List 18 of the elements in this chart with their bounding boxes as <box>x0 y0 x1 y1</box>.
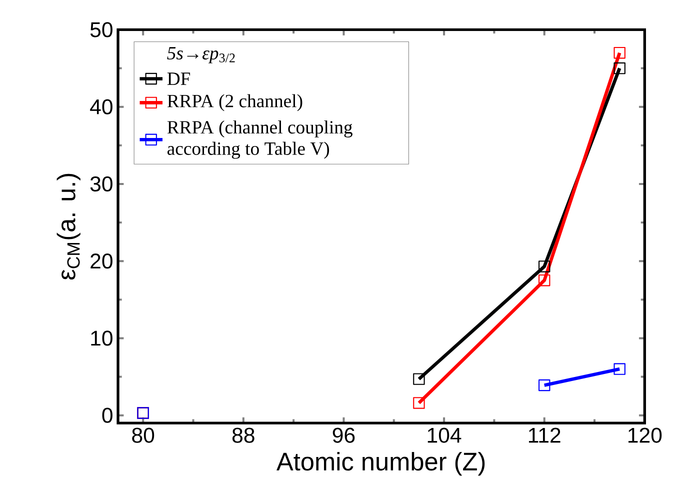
x-tick-label: 104 <box>428 428 462 443</box>
legend-label: DF <box>167 72 190 85</box>
y-axis-title: ε$_{CM}$(a. u.) <box>56 174 80 280</box>
x-axis-title: Atomic number (Z) <box>276 452 485 476</box>
y-tick-label: 0 <box>102 408 112 423</box>
legend-label: RRPA (channel coupling according to Table V) <box>167 120 352 159</box>
legend-label: RRPA (2 channel) <box>167 94 302 112</box>
legend-title: 5s→εp$_{3/2}$ <box>167 47 235 64</box>
x-tick-label: 96 <box>332 428 355 443</box>
y-tick-label: 30 <box>90 176 112 192</box>
x-tick-label: 112 <box>528 428 560 443</box>
x-tick-label: 88 <box>232 428 254 443</box>
y-tick-label: 40 <box>90 99 112 114</box>
y-tick-label: 10 <box>91 330 112 346</box>
y-tick-label: 20 <box>90 254 112 269</box>
y-tick-label: 50 <box>90 22 112 38</box>
x-tick-label: 80 <box>132 428 154 443</box>
x-tick-label: 120 <box>628 428 662 443</box>
